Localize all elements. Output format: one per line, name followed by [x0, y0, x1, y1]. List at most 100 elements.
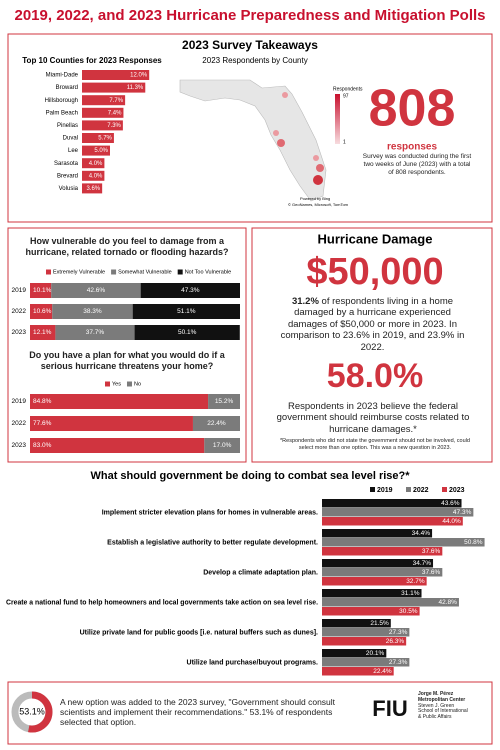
- legend-label: 97: [343, 93, 349, 99]
- bar: [322, 499, 462, 508]
- value-label: 31.1%: [401, 590, 420, 597]
- value-label: 5.0%: [94, 148, 108, 154]
- legend-label: Somewhat Vulnerable: [118, 269, 172, 275]
- category-label: Implement stricter elevation plans for h…: [102, 509, 318, 516]
- value-label: 15.2%: [215, 398, 234, 405]
- legend-swatch: [177, 269, 183, 275]
- value-label: 83.0%: [33, 442, 52, 449]
- logo-line: Steven J. Green: [418, 702, 455, 709]
- bar: [82, 158, 105, 169]
- bar-segment: [30, 283, 52, 298]
- map-title: 2023 Respondents by County: [202, 56, 307, 65]
- bar: [322, 589, 422, 598]
- legend-label: No: [134, 381, 141, 387]
- value-label: 42.8%: [439, 599, 458, 606]
- value-label: 11.3%: [127, 85, 144, 91]
- bar: [322, 529, 433, 538]
- paragraph: Respondents in 2023 believe the federal …: [276, 401, 470, 435]
- logo-line: School of International: [418, 708, 468, 715]
- map-credit: Powered by Bing: [300, 196, 330, 201]
- category-label: Broward: [56, 85, 78, 91]
- total-number: 808: [369, 80, 456, 138]
- legend-label: 1: [343, 139, 346, 145]
- logo-line: Jorge M. Pérez: [418, 691, 454, 697]
- value-label: 3.6%: [86, 186, 100, 192]
- bar: [82, 120, 123, 131]
- value-label: 37.6%: [422, 569, 441, 576]
- bar: [322, 637, 407, 646]
- value-label: 4.0%: [89, 161, 103, 167]
- category-label: Pinellas: [57, 123, 78, 129]
- bar-segment: [132, 304, 240, 319]
- bar: [82, 145, 110, 156]
- bar: [322, 568, 443, 577]
- logo: FIU: [372, 696, 407, 721]
- text: of respondents living in a home damaged …: [280, 296, 465, 353]
- note: Survey was conducted during the first tw…: [362, 153, 472, 176]
- value-label: 20.1%: [366, 650, 385, 657]
- value-label: 77.6%: [33, 420, 52, 427]
- paragraph: 31.2% of respondents living in a home da…: [275, 296, 470, 353]
- footnote: *Respondents who did not state the gover…: [280, 438, 470, 451]
- value-label: 51.1%: [177, 308, 196, 315]
- map-shade: [313, 175, 323, 185]
- value-label: 50.1%: [178, 329, 197, 336]
- bar: [322, 667, 394, 676]
- category-label: Create a national fund to help homeowner…: [6, 599, 318, 606]
- bar-segment: [30, 325, 56, 340]
- donut-slice: [28, 691, 53, 733]
- highlight: 31.2%: [291, 296, 319, 307]
- page-title: 2019, 2022, and 2023 Hurricane Preparedn…: [14, 7, 485, 24]
- category-label: 2019: [12, 398, 27, 405]
- bar-segment: [140, 283, 240, 298]
- map-shade: [282, 92, 288, 98]
- florida-map: [179, 79, 327, 202]
- category-label: Hillsborough: [45, 98, 78, 104]
- bar-segment: [30, 304, 53, 319]
- bar: [322, 628, 410, 637]
- category-label: Palm Beach: [46, 110, 78, 116]
- footer-note: A new option was added to the 2023 surve…: [60, 697, 336, 728]
- category-label: Volusia: [59, 186, 79, 192]
- category-label: Establish a legislative authority to bet…: [107, 539, 318, 546]
- legend-label: Extremely Vulnerable: [53, 269, 105, 275]
- section-heading: 2023 Survey Takeaways: [182, 38, 318, 52]
- value-label: 37.6%: [422, 548, 441, 555]
- bar-segment: [192, 416, 240, 431]
- legend-label: 2019: [377, 487, 393, 494]
- big-number: $50,000: [306, 251, 443, 293]
- bar: [322, 538, 485, 547]
- value-label: 21.5%: [370, 620, 389, 627]
- value-label: 32.7%: [406, 578, 425, 585]
- legend-swatch: [126, 381, 132, 387]
- value-label: 17.0%: [213, 442, 232, 449]
- bar: [322, 517, 463, 526]
- legend-swatch: [370, 487, 375, 492]
- category-label: Duval: [63, 136, 78, 142]
- value-label: 7.3%: [107, 123, 121, 129]
- category-label: 2022: [12, 420, 27, 427]
- map-credit: © GeoNames, Microsoft, TomTom: [288, 202, 349, 207]
- value-label: 4.0%: [89, 173, 103, 179]
- value-label: 27.3%: [389, 659, 408, 666]
- legend-swatch: [105, 381, 110, 387]
- category-label: Lee: [68, 148, 79, 154]
- map-shade: [316, 164, 324, 172]
- bar: [82, 107, 124, 118]
- panel: [7, 33, 493, 223]
- bar-segment: [204, 438, 240, 453]
- category-label: Utilize private land for public goods [i…: [80, 629, 318, 636]
- value-label: 12.0%: [130, 73, 148, 79]
- value-label: 53.1%: [19, 706, 45, 716]
- value-label: 34.4%: [412, 530, 431, 537]
- value-label: 43.6%: [441, 500, 460, 507]
- bar-segment: [208, 394, 240, 409]
- category-label: Brevard: [57, 173, 78, 179]
- bar-segment: [30, 394, 209, 409]
- bar: [82, 95, 126, 106]
- panel: [251, 227, 493, 463]
- bar: [322, 658, 410, 667]
- category-label: 2022: [12, 308, 27, 315]
- value-label: 84.8%: [33, 398, 52, 405]
